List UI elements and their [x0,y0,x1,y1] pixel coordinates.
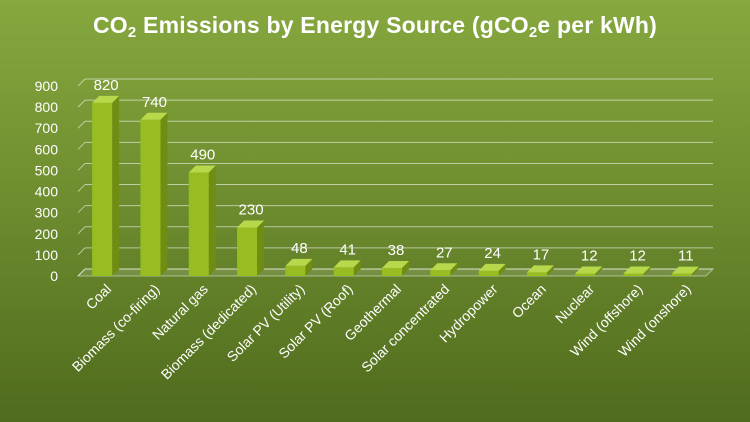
x-tick-label: Nuclear [552,281,598,327]
x-tick-label: Coal [83,281,115,313]
bar [478,263,506,276]
bar-front [382,267,402,276]
bar-side [450,263,458,276]
bar-top [623,266,651,274]
bar-front [333,267,354,276]
bar [333,260,361,276]
y-tick-label: 200 [35,226,59,242]
data-label: 230 [239,201,264,218]
bar-top [671,266,699,274]
bar-front [237,227,258,276]
data-label: 490 [190,147,215,164]
bar-side [643,266,651,276]
bar [430,263,458,276]
bar-top [478,263,506,271]
bar-front [575,273,596,276]
bar [188,165,216,276]
gridline-side [77,141,86,150]
bar-side [208,165,216,276]
data-label: 38 [388,242,405,259]
bar-top [526,265,554,273]
bar-side [353,260,361,276]
bar-front [526,272,547,276]
y-tick-label: 700 [35,120,59,136]
bar-front [430,270,451,276]
data-label: 12 [629,247,646,264]
data-label: 17 [533,246,550,263]
data-label: 740 [142,94,167,111]
title-suffix: e per kWh) [537,12,657,38]
y-tick-label: 500 [35,162,59,178]
y-tick-label: 600 [35,141,59,157]
data-label: 11 [678,248,694,265]
bar [623,266,651,276]
bar-top [285,258,313,266]
bar [382,260,409,276]
gridline-side [77,268,86,277]
x-tick-label: Biomass (co-firing) [69,281,163,375]
bar-top [382,260,409,268]
bar-side [546,265,554,276]
gridline-side [77,247,86,256]
bar-side [691,266,699,276]
bar-side [305,258,313,276]
y-tick-label: 0 [50,268,58,284]
x-tick-label: Solar concentrated [358,281,452,375]
gridline-side [77,120,86,129]
bar [671,266,699,276]
title-subscript-1: 2 [127,24,137,41]
bar-top [333,260,361,268]
title-subscript-2: 2 [528,24,538,41]
bar-side [402,260,409,276]
data-label: 12 [581,247,598,264]
gridline-side [77,99,86,108]
title-middle: Emissions by Energy Source (gCO [136,12,529,38]
bar-side [160,112,168,277]
gridline-side [77,205,86,214]
gridline-side [77,163,86,171]
bar [237,220,265,276]
y-tick-label: 900 [35,78,59,94]
bar [140,112,168,277]
data-label: 41 [339,241,356,258]
bar [285,258,313,276]
bar-front [478,270,499,276]
y-tick-label: 800 [35,99,59,115]
data-label: 24 [484,245,501,262]
y-tick-label: 300 [35,205,59,221]
bar-side [112,95,120,276]
bar [575,266,603,276]
x-tick-label: Ocean [509,281,549,321]
x-tick-label: Biomass (dedicated) [158,281,260,383]
bar-front [285,265,306,276]
bar-front [92,102,113,276]
title-prefix: CO [93,12,128,38]
bar-front [140,119,161,277]
bar-top [237,220,265,228]
bar-top [430,263,458,271]
bar-front [671,273,692,276]
bar-top [140,112,168,120]
chart-title: CO2 Emissions by Energy Source (gCO2e pe… [0,12,750,41]
data-label: 820 [94,77,119,94]
bar-top [575,266,603,274]
bar-front [623,273,644,276]
bar-top [188,165,216,173]
bar [526,265,554,276]
data-label: 27 [436,244,453,261]
gridline-side [77,184,86,192]
y-tick-label: 100 [35,247,59,263]
bar [92,95,120,276]
bar-side [595,266,603,276]
data-label: 48 [291,240,308,257]
bar-front [188,172,209,276]
bar-top [92,95,120,103]
gridline-side [77,78,86,87]
bar-side [498,263,506,276]
bar-side [257,220,265,276]
y-tick-label: 400 [35,184,59,200]
gridline-side [77,226,86,235]
